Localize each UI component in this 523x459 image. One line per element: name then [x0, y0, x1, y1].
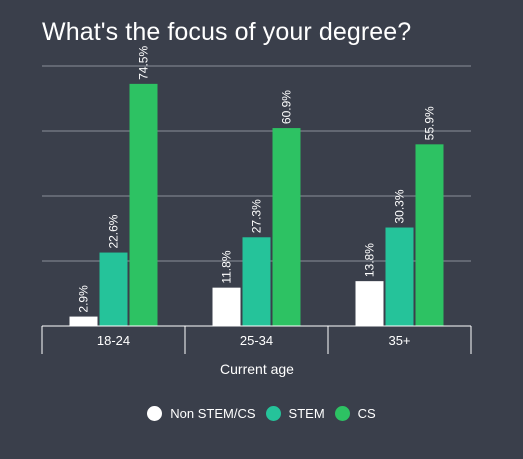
bar — [272, 128, 301, 326]
x-tick-label: 35+ — [388, 333, 410, 348]
bar — [129, 83, 158, 326]
legend-item[interactable]: STEM — [265, 406, 325, 421]
bar-value-label: 27.3% — [250, 199, 264, 233]
legend: Non STEM/CS STEM CS — [0, 406, 523, 421]
bar-value-label: 55.9% — [423, 106, 437, 140]
legend-item[interactable]: Non STEM/CS — [147, 406, 256, 421]
bar-value-label: 2.9% — [77, 285, 91, 313]
bar — [385, 227, 414, 326]
bar — [69, 316, 98, 326]
x-axis: 18-24 25-34 35+ — [41, 325, 472, 354]
legend-label: STEM — [288, 406, 325, 421]
bars — [69, 83, 444, 326]
bar-value-label: 60.9% — [280, 90, 294, 124]
bar — [99, 252, 128, 326]
x-tick-label: 25-34 — [240, 333, 273, 348]
legend-marker — [265, 406, 281, 421]
bar-labels: 2.9% 22.6% 74.5% 11.8% 27.3% 60.9% 13.8% 30.3% 5… — [77, 46, 437, 313]
bar — [355, 281, 384, 326]
bar-value-label: 74.5% — [137, 46, 151, 80]
chart-title: What's the focus of your degree? — [42, 18, 412, 46]
legend-marker — [334, 406, 350, 421]
bar — [242, 237, 271, 326]
bar-value-label: 13.8% — [363, 243, 377, 277]
x-axis-title: Current age — [220, 361, 294, 377]
x-tick-label: 18-24 — [97, 333, 130, 348]
bar-value-label: 30.3% — [393, 189, 407, 223]
bar-value-label: 22.6% — [107, 214, 121, 248]
bar-chart: 2.9% 22.6% 74.5% 11.8% 27.3% 60.9% 13.8% 30.3% 5… — [41, 46, 472, 377]
legend-label: Non STEM/CS — [170, 406, 256, 421]
legend-label: CS — [357, 406, 376, 421]
legend-item[interactable]: CS — [334, 406, 376, 421]
bar — [415, 144, 444, 326]
bar — [212, 287, 241, 326]
legend-marker — [147, 406, 163, 421]
bar-value-label: 11.8% — [220, 250, 234, 283]
